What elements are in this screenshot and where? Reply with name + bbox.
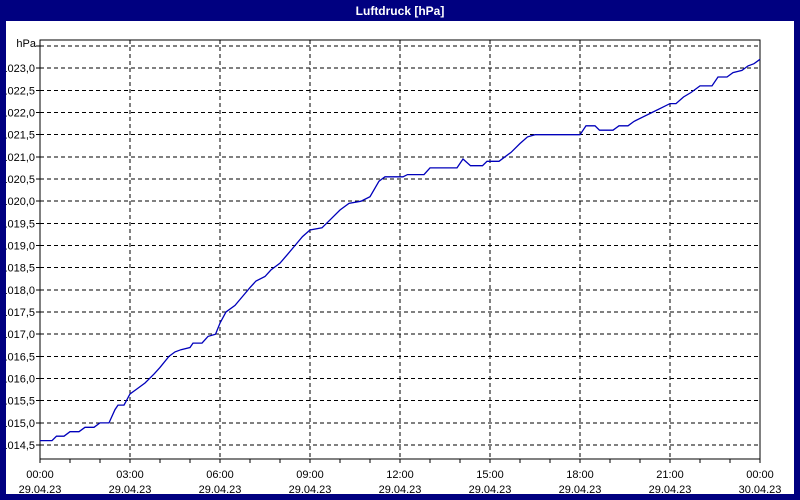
x-axis-date-label: 29.04.23 (559, 484, 602, 494)
x-axis-date-label: 29.04.23 (379, 484, 422, 494)
y-axis-label: 1018,0 (6, 285, 35, 297)
x-axis-time-label: 09:00 (296, 469, 324, 481)
window-title: Luftdruck [hPa] (355, 3, 445, 18)
y-axis-label: 1022,5 (6, 85, 35, 97)
x-axis-time-label: 21:00 (656, 469, 684, 481)
x-axis-date-label: 29.04.23 (19, 484, 62, 494)
y-axis-label: 1015,5 (6, 396, 35, 408)
y-axis-label: 1017,0 (6, 329, 35, 341)
y-axis-label: 1020,5 (6, 174, 35, 186)
x-axis-date-label: 30.04.23 (739, 484, 782, 494)
x-axis-time-label: 03:00 (116, 469, 144, 481)
y-axis-label: 1016,5 (6, 351, 35, 363)
pressure-line (40, 58, 761, 442)
pressure-chart: hPa 1023,0 1022,5 1022,0 1021,5 1021,0 1020,5 1… (1, 38, 782, 496)
y-axis-label: 1020,0 (6, 196, 35, 208)
x-axis-date-label: 29.04.23 (649, 484, 692, 494)
y-axis-label: 1015,0 (6, 418, 35, 430)
x-axis-time-label: 15:00 (476, 469, 504, 481)
y-axis-label: 1019,0 (6, 241, 35, 253)
x-axis-date-label: 29.04.23 (199, 484, 242, 494)
y-axis-label: 1016,0 (6, 374, 35, 386)
y-axis-label: 1014,5 (6, 440, 35, 452)
chart-canvas: hPa 1023,0 1022,5 1022,0 1021,5 1021,0 1020,5 1… (1, 21, 794, 496)
x-axis-date-label: 29.04.23 (469, 484, 512, 494)
y-axis-label: 1018,5 (6, 263, 35, 275)
x-axis-time-label: 12:00 (386, 469, 414, 481)
x-axis-time-label: 18:00 (566, 469, 594, 481)
y-axis-label: 1021,5 (6, 130, 35, 142)
y-unit-label: hPa (16, 38, 36, 50)
y-axis-label: 1019,5 (6, 218, 35, 230)
x-axis-time-label: 00:00 (746, 469, 774, 481)
y-axis-label: 1023,0 (6, 63, 35, 75)
title-bar: Luftdruck [hPa] (0, 0, 800, 21)
y-axis-label: 1017,5 (6, 307, 35, 319)
plot-border (39, 39, 761, 460)
x-axis-date-label: 29.04.23 (109, 484, 152, 494)
y-axis-label: 1021,0 (6, 152, 35, 164)
x-axis-time-label: 06:00 (206, 469, 234, 481)
y-axis-label: 1022,0 (6, 107, 35, 119)
x-axis-date-label: 29.04.23 (289, 484, 332, 494)
x-axis-time-label: 00:00 (26, 469, 54, 481)
